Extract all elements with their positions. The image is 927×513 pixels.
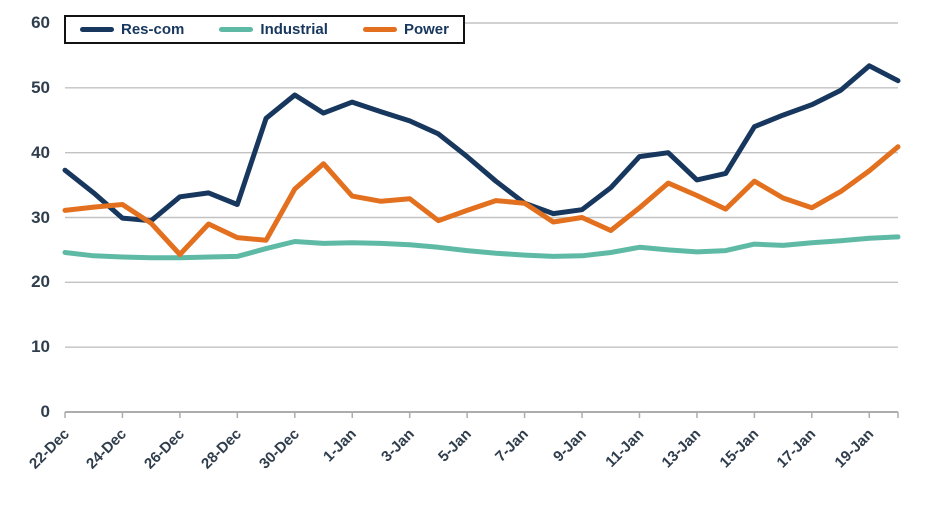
legend-item-res-com: Res-com (80, 21, 184, 38)
series-line-power (62, 144, 901, 257)
y-axis-label: 0 (40, 402, 50, 421)
legend-item-power: Power (362, 21, 449, 38)
y-axis-label: 60 (31, 13, 50, 32)
legend: Res-com Industrial Power (64, 15, 465, 44)
res-com-line-swatch (80, 27, 114, 32)
legend-item-industrial: Industrial (219, 21, 328, 38)
y-axis-label: 50 (31, 77, 50, 97)
y-axis-label: 20 (31, 272, 50, 292)
industrial-line-swatch (219, 27, 254, 32)
series-line-res-com (62, 63, 901, 224)
y-axis-label: 30 (31, 207, 50, 227)
y-axis-label: 10 (31, 337, 50, 357)
series-line-industrial (62, 234, 901, 261)
legend-label-power: Power (403, 21, 449, 38)
legend-label-industrial: Industrial (260, 21, 328, 38)
y-axis-label: 40 (31, 142, 50, 162)
power-line-swatch (362, 27, 397, 32)
legend-label-res-com: Res-com (121, 21, 185, 38)
